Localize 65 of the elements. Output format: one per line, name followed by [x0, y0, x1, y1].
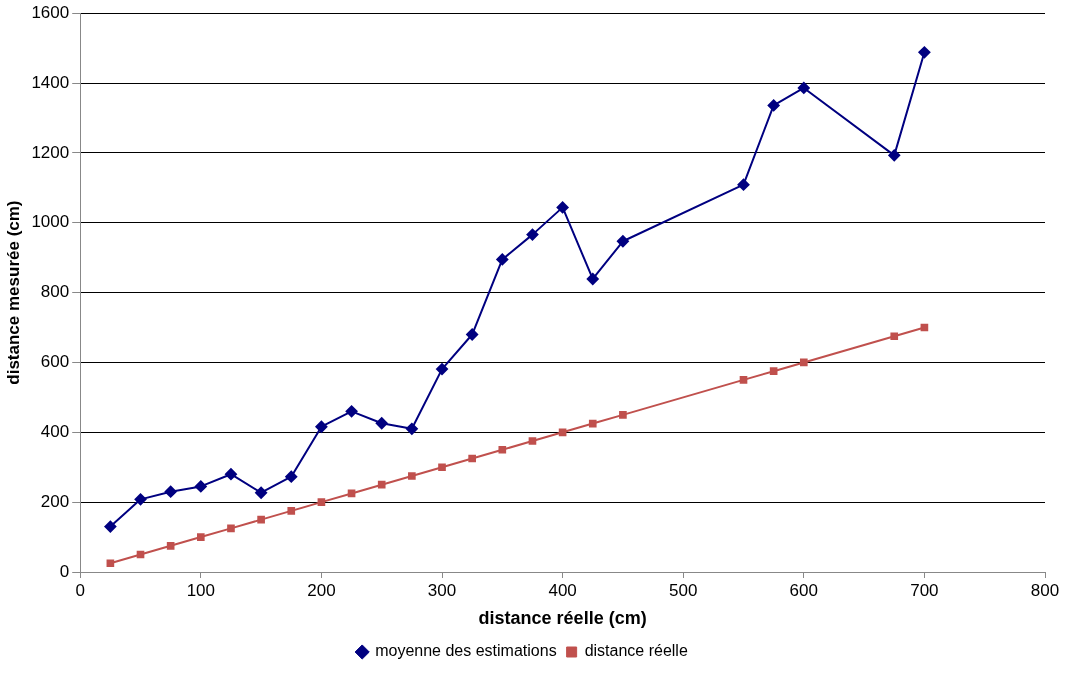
y-tick-label: 0: [59, 561, 70, 581]
point: [797, 81, 810, 94]
point: [164, 485, 177, 498]
legend-label: moyenne des estimations: [375, 642, 557, 660]
x-tick-label: 200: [307, 580, 336, 600]
point: [767, 99, 780, 112]
point: [405, 422, 418, 435]
x-tick-label: 600: [789, 580, 818, 600]
point: [375, 417, 388, 430]
point: [134, 493, 147, 506]
x-axis-title: distance réelle (cm): [478, 608, 647, 629]
y-tick-label: 1600: [31, 2, 70, 22]
point: [466, 328, 479, 341]
point: [104, 520, 117, 533]
x-tick-label: 100: [186, 580, 215, 600]
point: [196, 533, 205, 541]
point: [227, 524, 235, 533]
point: [918, 46, 931, 59]
point: [616, 235, 629, 248]
point: [317, 498, 326, 506]
point: [588, 419, 597, 428]
point: [799, 358, 808, 367]
point: [166, 541, 175, 550]
point: [255, 486, 268, 499]
y-tick-label: 1000: [31, 212, 70, 232]
y-tick-label: 200: [40, 491, 70, 511]
y-tick-label: 800: [40, 282, 70, 302]
point: [498, 445, 507, 454]
point: [408, 472, 416, 480]
point: [739, 376, 748, 384]
y-axis-title: distance mesurée (cm): [3, 200, 23, 385]
point: [194, 480, 207, 493]
legend-label: distance réelle: [584, 642, 688, 660]
point: [619, 411, 627, 419]
point: [528, 437, 537, 445]
y-tick-label: 400: [40, 421, 70, 441]
point: [468, 454, 476, 463]
point: [345, 405, 358, 418]
point: [257, 515, 265, 524]
x-tick-label: 800: [1030, 580, 1060, 600]
point: [888, 149, 901, 162]
y-tick-label: 1400: [31, 72, 70, 92]
point: [315, 420, 328, 433]
x-tick-label: 700: [910, 580, 939, 600]
point: [377, 480, 386, 489]
y-tick-label: 600: [40, 352, 70, 372]
point: [769, 367, 778, 376]
point: [287, 507, 296, 515]
point: [438, 463, 446, 472]
point: [890, 332, 899, 341]
point: [586, 272, 599, 285]
x-tick-label: 400: [548, 580, 577, 600]
point: [526, 228, 539, 241]
point: [496, 253, 509, 266]
point: [558, 428, 567, 437]
point: [737, 178, 750, 191]
point: [436, 363, 449, 376]
x-tick-label: 0: [75, 580, 85, 600]
x-tick-label: 500: [669, 580, 698, 600]
point: [106, 559, 115, 568]
point: [285, 470, 298, 483]
x-tick-label: 300: [427, 580, 457, 600]
y-tick-label: 1200: [31, 142, 70, 162]
point: [224, 468, 237, 481]
point: [556, 201, 569, 214]
